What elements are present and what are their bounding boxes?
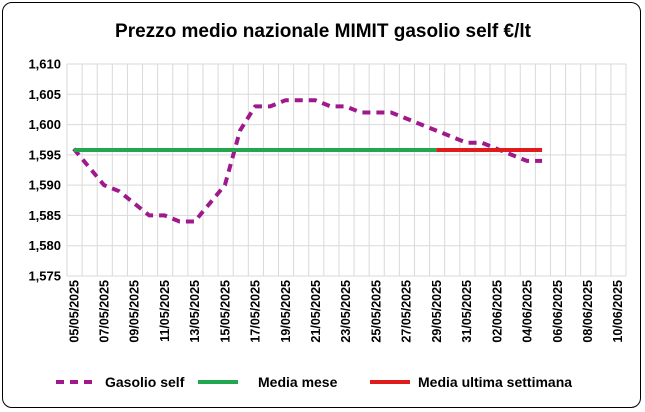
series-group [72,98,543,224]
x-tick-label: 05/05/2025 [67,280,81,343]
x-tick-label: 25/05/2025 [369,280,383,343]
x-tick-label: 23/05/2025 [339,280,353,343]
x-tick-label: 10/06/2025 [611,280,625,343]
legend: Gasolio self Media mese Media ultima setti… [56,374,572,390]
x-tick-label: 02/06/2025 [490,280,504,343]
grid [66,63,627,277]
x-tick-label: 11/05/2025 [158,280,172,342]
x-tick-label: 21/05/2025 [309,280,323,343]
legend-label-gasolio-self: Gasolio self [105,374,185,390]
legend-label-media-ultima-settimana: Media ultima settimana [418,374,572,390]
chart-frame [2,2,641,408]
x-tick-label: 15/05/2025 [218,280,232,343]
x-axis: 05/05/2025 07/05/2025 09/05/2025 11/05/2025… [67,280,625,343]
x-tick-label: 31/05/2025 [460,280,474,343]
y-tick-label: 1,590 [28,178,61,193]
x-tick-label: 13/05/2025 [188,280,202,343]
y-tick-label: 1,600 [28,117,61,132]
y-axis: 1,575 1,580 1,585 1,590 1,595 1,600 1,605 1,610 [28,57,61,284]
x-tick-label: 04/06/2025 [521,280,535,343]
chart-title: Prezzo medio nazionale MIMIT gasolio sel… [115,21,532,42]
y-tick-label: 1,575 [28,269,61,284]
x-tick-label: 27/05/2025 [400,280,414,343]
x-tick-label: 29/05/2025 [430,280,444,343]
x-tick-label: 06/06/2025 [551,280,565,343]
x-tick-label: 07/05/2025 [98,280,112,343]
y-tick-label: 1,585 [28,208,61,223]
series-line-gasolio-self [72,98,543,224]
y-tick-label: 1,580 [28,238,61,253]
x-tick-label: 08/06/2025 [581,280,595,343]
legend-label-media-mese: Media mese [258,374,338,390]
y-tick-label: 1,605 [28,87,61,102]
x-tick-label: 19/05/2025 [279,280,293,343]
y-tick-label: 1,610 [28,57,61,72]
y-tick-label: 1,595 [28,147,61,162]
x-tick-label: 09/05/2025 [128,280,142,343]
x-tick-label: 17/05/2025 [249,280,263,343]
